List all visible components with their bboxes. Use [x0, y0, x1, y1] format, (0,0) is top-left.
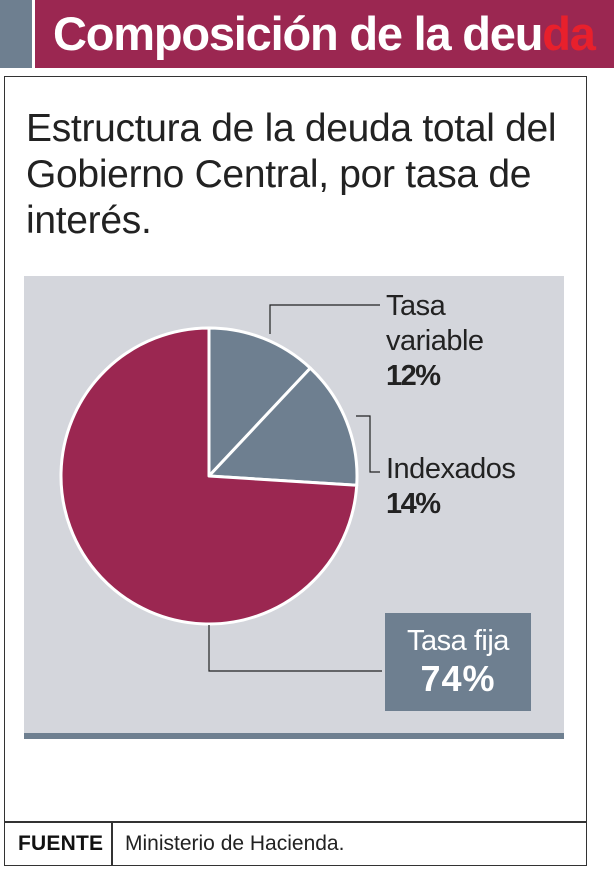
slice-label-line1: Indexados — [386, 453, 516, 485]
panel-rule — [24, 733, 564, 739]
slice-value: 12% — [386, 360, 441, 392]
chart-subtitle: Estructura de la deuda total del Gobiern… — [26, 107, 557, 242]
title-main: Composición de la deu — [53, 7, 543, 60]
chart-frame — [4, 76, 587, 866]
slice-value: 74% — [420, 658, 496, 699]
pie-slice-0 — [207, 326, 312, 478]
header-tab — [0, 0, 32, 68]
label-tasa-variable: Tasa variable 12% — [386, 289, 484, 394]
source-label: FUENTE — [18, 832, 104, 855]
source-text: Ministerio de Hacienda. — [125, 832, 345, 855]
source-rule — [4, 821, 587, 823]
title-accent: da — [542, 7, 596, 60]
page-title: Composición de la deuda — [53, 6, 596, 62]
pie-slice-2 — [59, 326, 359, 626]
slice-label-line1: Tasa fija — [407, 625, 509, 657]
leader-line-2 — [208, 625, 382, 672]
leader-line-1 — [356, 415, 380, 473]
leader-line-0 — [269, 304, 380, 334]
pie-slice-1 — [207, 366, 359, 487]
slice-label-line1: Tasa — [386, 290, 446, 322]
slice-value: 14% — [386, 488, 441, 520]
header-bar: Composición de la deuda — [35, 0, 614, 68]
label-indexados: Indexados 14% — [386, 452, 516, 522]
label-tasa-fija: Tasa fija 74% — [385, 613, 531, 711]
source-divider — [111, 822, 113, 866]
slice-label-line2: variable — [386, 325, 484, 357]
